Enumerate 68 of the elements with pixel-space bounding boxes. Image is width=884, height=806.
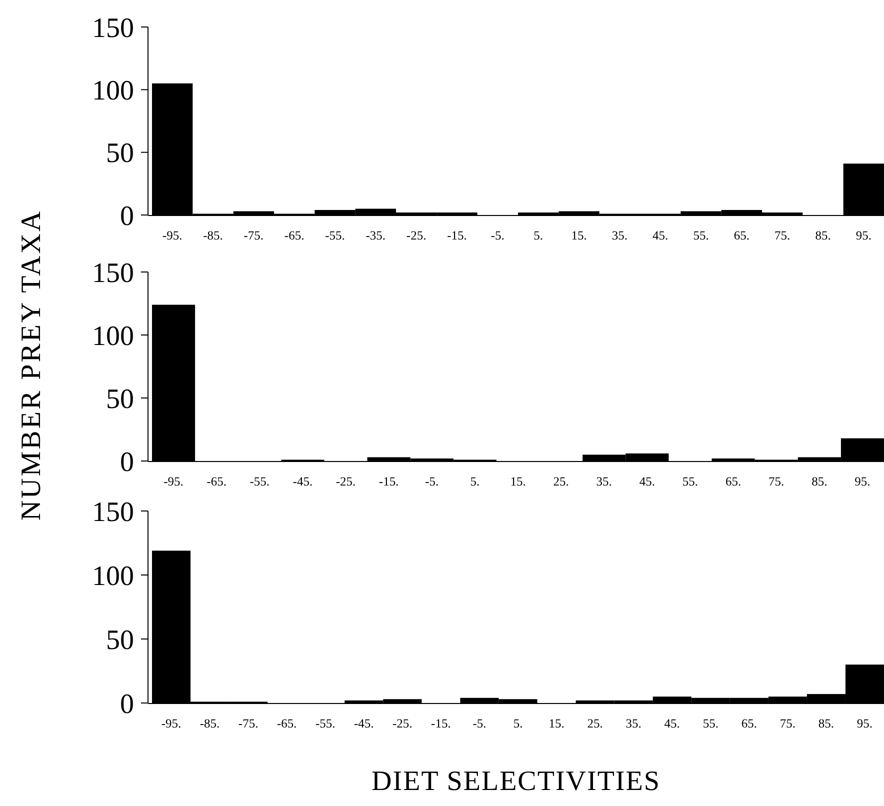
x-tick-label: -85. — [203, 228, 223, 242]
x-tick-label: 25. — [587, 716, 603, 730]
x-tick-label: 65. — [741, 716, 757, 730]
y-tick-label: 50 — [106, 138, 134, 170]
x-tick-label: 5. — [513, 716, 523, 730]
x-tick-label: 85. — [818, 716, 834, 730]
x-tick-label: -25. — [392, 716, 412, 730]
y-tick-label: 100 — [92, 320, 134, 352]
x-tick-label: 45. — [639, 474, 655, 488]
y-tick-label: 150 — [92, 12, 134, 44]
x-tick-label: -65. — [206, 474, 226, 488]
x-tick-label: 55. — [693, 228, 709, 242]
x-tick-label: 95. — [856, 716, 873, 730]
x-tick-label: -55. — [315, 716, 336, 730]
x-tick-label: -5. — [472, 716, 486, 730]
x-tick-label: -65. — [276, 716, 297, 730]
x-tick-label: 15. — [510, 474, 526, 488]
x-tick-label: -85. — [200, 716, 220, 730]
x-tick-label: -55. — [325, 228, 345, 242]
x-tick-label: 55. — [702, 716, 718, 730]
x-tick-label: -15. — [447, 228, 467, 242]
x-tick-label: 95. — [854, 474, 870, 488]
x-tick-label: 65. — [734, 228, 750, 242]
x-tick-label: -25. — [406, 228, 426, 242]
y-tick-label: 150 — [92, 496, 134, 528]
x-tick-label: 75. — [780, 716, 796, 730]
y-tick-label: 50 — [106, 384, 134, 415]
x-tick-label: 95. — [856, 228, 872, 242]
x-tick-label: -95. — [162, 228, 182, 242]
x-tick-label: -25. — [336, 474, 356, 488]
x-tick-label: 75. — [768, 474, 784, 488]
x-tick-label: -45. — [354, 716, 374, 730]
x-tick-label: 15. — [571, 228, 587, 242]
x-tick-label: 35. — [596, 474, 612, 488]
x-tick-label: 65. — [725, 474, 742, 488]
x-tick-label: 5. — [534, 228, 544, 242]
x-tick-label: 85. — [815, 228, 831, 242]
x-tick-label: -5. — [425, 474, 439, 488]
x-tick-label: -5. — [490, 228, 504, 242]
x-axis-title: DIET SELECTIVITIES — [372, 766, 660, 797]
y-axis-title: NUMBER PREY TAXA — [16, 209, 47, 521]
x-tick-label: 45. — [664, 716, 680, 730]
y-tick-label: 50 — [106, 624, 134, 656]
x-tick-label: -75. — [238, 716, 258, 730]
y-tick-label: 0 — [120, 446, 134, 478]
x-tick-label: 35. — [612, 228, 628, 242]
x-tick-label: -45. — [292, 474, 313, 488]
x-tick-label: -65. — [284, 228, 304, 242]
x-tick-label: 85. — [812, 474, 828, 488]
x-tick-label: -15. — [378, 474, 399, 488]
x-tick-label: 5. — [470, 474, 480, 488]
x-tick-label: 75. — [774, 228, 790, 242]
x-tick-label: 45. — [652, 228, 668, 242]
x-tick-label: 25. — [553, 474, 569, 488]
y-tick-label: 0 — [120, 688, 134, 720]
x-tick-label: -55. — [250, 474, 270, 488]
x-tick-label: 55. — [682, 474, 698, 488]
x-tick-label: -75. — [244, 228, 264, 242]
x-tick-label: -35. — [366, 228, 386, 242]
x-tick-label: -15. — [431, 716, 451, 730]
y-tick-label: 100 — [92, 560, 134, 592]
x-tick-label: -95. — [164, 474, 184, 488]
x-tick-label: -95. — [161, 716, 182, 730]
y-tick-label: 100 — [92, 75, 134, 106]
y-tick-label: 0 — [120, 200, 134, 232]
y-tick-label: 150 — [92, 258, 134, 289]
x-tick-label: 15. — [548, 716, 564, 730]
x-tick-label: 35. — [626, 716, 642, 730]
